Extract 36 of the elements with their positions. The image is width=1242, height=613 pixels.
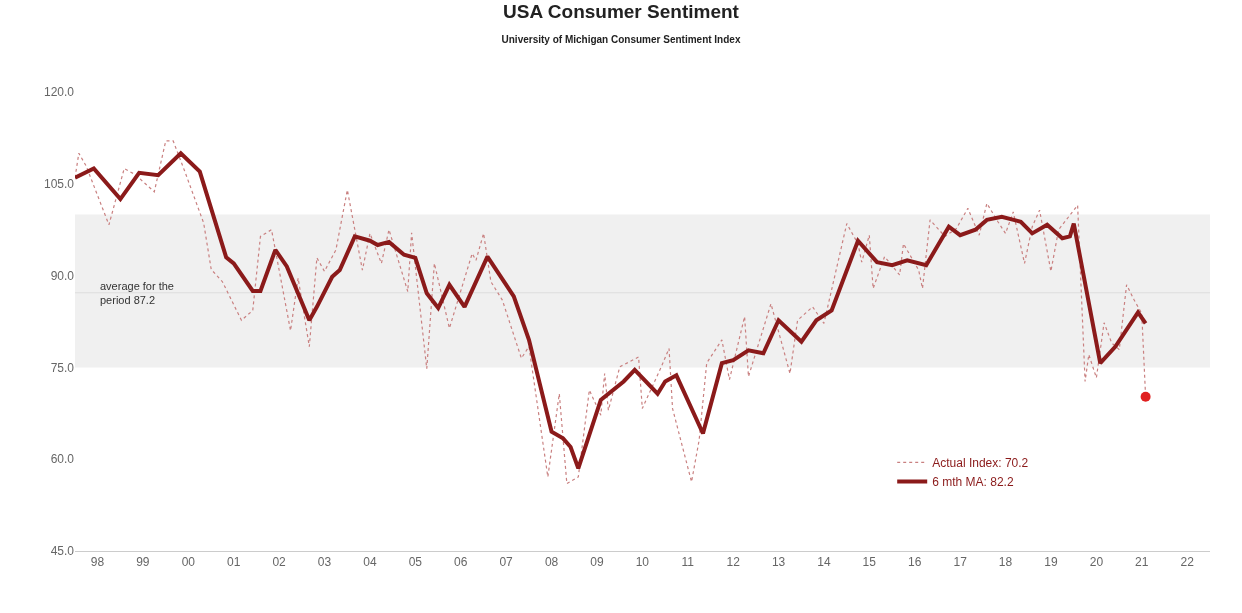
y-tick-label: 105.0	[43, 177, 75, 191]
y-tick-label: 60.0	[50, 452, 75, 467]
x-tick-label: 21	[1135, 555, 1149, 570]
x-tick-label: 09	[590, 555, 604, 570]
x-tick-label: 08	[544, 555, 559, 570]
x-tick-label: 15	[862, 555, 877, 570]
x-tick-label: 98	[90, 555, 105, 570]
y-tick-label: 90.0	[50, 268, 75, 283]
x-tick-label: 04	[363, 555, 377, 570]
y-tick-label: 120.0	[43, 85, 75, 100]
x-tick-label: 16	[908, 555, 922, 570]
legend-label: 6 mth MA: 82.2	[932, 475, 1014, 490]
x-tick-label: 13	[771, 555, 786, 570]
y-tick-label: 75.0	[50, 360, 75, 375]
x-tick-label: 03	[317, 555, 332, 570]
x-tick-label: 01	[227, 555, 241, 570]
x-tick-label: 00	[181, 555, 196, 570]
x-tick-label: 19	[1044, 555, 1058, 570]
x-tick-label: 07	[499, 555, 514, 570]
x-tick-label: 11	[681, 555, 695, 570]
x-tick-label: 02	[272, 555, 287, 570]
x-tick-label: 12	[726, 555, 741, 570]
y-tick-label: 45.0	[50, 544, 75, 559]
x-tick-label: 18	[998, 555, 1013, 570]
chart-title: USA Consumer Sentiment	[503, 1, 740, 23]
ref-line-label: average for the period 87.2	[100, 280, 174, 307]
x-tick-label: 05	[408, 555, 423, 570]
x-tick-label: 17	[953, 555, 968, 570]
chart-subtitle: University of Michigan Consumer Sentiment Index	[501, 34, 741, 46]
x-tick-label: 20	[1089, 555, 1104, 570]
x-tick-label: 22	[1180, 555, 1195, 570]
legend-label: Actual Index: 70.2	[932, 456, 1029, 471]
x-tick-label: 10	[635, 555, 650, 570]
x-tick-label: 14	[817, 555, 831, 570]
x-tick-label: 06	[454, 555, 468, 570]
x-tick-label: 99	[136, 555, 150, 570]
